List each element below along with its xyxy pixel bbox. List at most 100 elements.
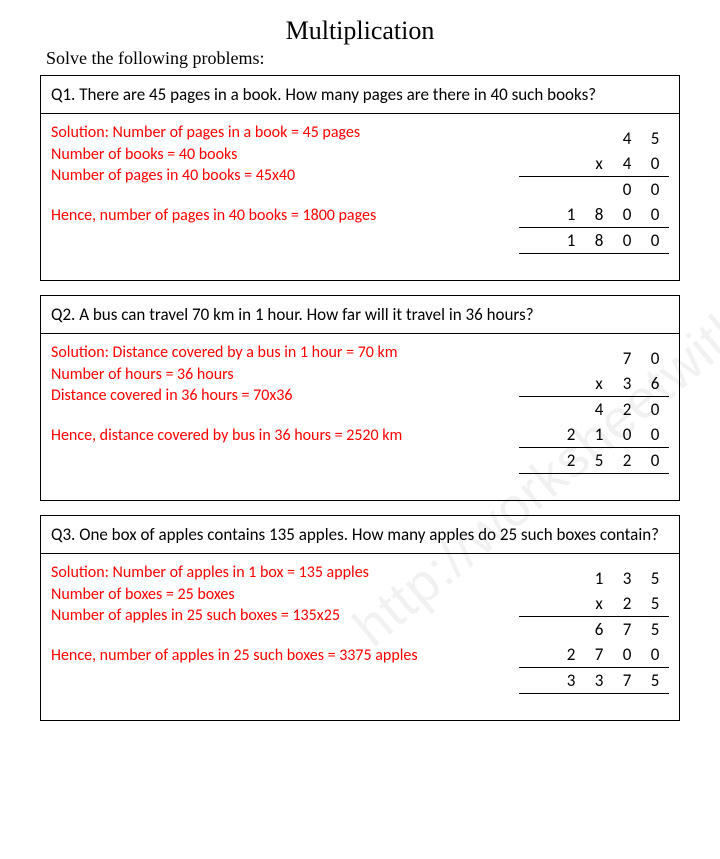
calc-cell: 3 (585, 668, 613, 693)
solution-area: Solution: Number of pages in a book = 45… (41, 114, 679, 280)
solution-line: Number of boxes = 25 boxes (51, 584, 519, 606)
calc-cell: 0 (613, 642, 641, 667)
calc-row: 70 (519, 346, 669, 371)
calc-cell: 7 (585, 642, 613, 667)
solution-gap (51, 187, 519, 205)
calc-cell: 8 (585, 228, 613, 253)
calc-cell: 2 (557, 448, 585, 473)
calc-cell: 1 (585, 422, 613, 447)
calc-cell: 6 (641, 371, 669, 396)
calc-cell: x (585, 151, 613, 176)
calc-cell: 0 (641, 448, 669, 473)
calc-row: 1800 (519, 228, 669, 254)
solution-line: Hence, distance covered by bus in 36 hou… (51, 425, 519, 447)
questions-container: Q1. There are 45 pages in a book. How ma… (40, 75, 680, 721)
solution-line: Distance covered in 36 hours = 70x36 (51, 385, 519, 407)
calc-row: 00 (519, 177, 669, 202)
calc-cell: 7 (613, 617, 641, 642)
calc-cell: 0 (641, 151, 669, 176)
calc-cell (557, 346, 585, 371)
calc-cell: 5 (641, 126, 669, 151)
question-text: Q1. There are 45 pages in a book. How ma… (41, 76, 679, 114)
calc-cell: 4 (585, 397, 613, 422)
calc-cell (585, 177, 613, 202)
calc-cell: 1 (557, 202, 585, 227)
page-subtitle: Solve the following problems: (46, 48, 680, 69)
calc-cell: 0 (641, 228, 669, 253)
calc-cell: 2 (613, 397, 641, 422)
calc-cell: 5 (641, 566, 669, 591)
question-text: Q3. One box of apples contains 135 apple… (41, 516, 679, 554)
solution-text: Solution: Number of pages in a book = 45… (51, 122, 519, 254)
calc-cell: 4 (613, 151, 641, 176)
calc-cell (557, 177, 585, 202)
calc-cell: 0 (613, 422, 641, 447)
calc-cell: 1 (557, 228, 585, 253)
calculation-block: 70x3642021002520 (519, 342, 669, 474)
calc-cell (557, 397, 585, 422)
calc-row: 420 (519, 397, 669, 422)
calc-row: 45 (519, 126, 669, 151)
calc-cell: 2 (557, 642, 585, 667)
calc-cell: 2 (613, 591, 641, 616)
calc-cell: x (585, 591, 613, 616)
calc-cell: 3 (613, 371, 641, 396)
calc-cell: 5 (641, 668, 669, 693)
solution-line: Hence, number of pages in 40 books = 180… (51, 205, 519, 227)
solution-text: Solution: Distance covered by a bus in 1… (51, 342, 519, 474)
calc-cell: 0 (641, 642, 669, 667)
calc-cell: 6 (585, 617, 613, 642)
calc-cell: 5 (641, 591, 669, 616)
calc-cell (557, 371, 585, 396)
calc-cell (557, 126, 585, 151)
calc-row: x36 (519, 371, 669, 397)
calc-cell (557, 617, 585, 642)
calc-cell (557, 591, 585, 616)
calculation-block: 45x400018001800 (519, 122, 669, 254)
calc-cell: 3 (557, 668, 585, 693)
solution-line: Solution: Number of apples in 1 box = 13… (51, 562, 519, 584)
solution-area: Solution: Number of apples in 1 box = 13… (41, 554, 679, 720)
calc-row: 2700 (519, 642, 669, 668)
calc-cell: 2 (557, 422, 585, 447)
question-box: Q1. There are 45 pages in a book. How ma… (40, 75, 680, 281)
calc-row: x40 (519, 151, 669, 177)
solution-text: Solution: Number of apples in 1 box = 13… (51, 562, 519, 694)
solution-line: Number of books = 40 books (51, 144, 519, 166)
solution-gap (51, 407, 519, 425)
calc-cell (585, 126, 613, 151)
calc-cell: 5 (585, 448, 613, 473)
calc-cell: 0 (641, 202, 669, 227)
calc-cell: 3 (613, 566, 641, 591)
calc-cell: 0 (613, 202, 641, 227)
question-box: Q2. A bus can travel 70 km in 1 hour. Ho… (40, 295, 680, 501)
calc-row: x25 (519, 591, 669, 617)
solution-line: Number of apples in 25 such boxes = 135x… (51, 605, 519, 627)
worksheet-page: http://worksheetwithfun.com Multiplicati… (0, 0, 720, 765)
calc-cell: 0 (641, 346, 669, 371)
solution-area: Solution: Distance covered by a bus in 1… (41, 334, 679, 500)
calc-cell: 7 (613, 668, 641, 693)
solution-gap (51, 627, 519, 645)
calc-cell: 0 (641, 397, 669, 422)
calc-cell: 0 (613, 177, 641, 202)
calc-cell: 2 (613, 448, 641, 473)
question-text: Q2. A bus can travel 70 km in 1 hour. Ho… (41, 296, 679, 334)
solution-line: Number of pages in 40 books = 45x40 (51, 165, 519, 187)
solution-line: Hence, number of apples in 25 such boxes… (51, 645, 519, 667)
solution-line: Number of hours = 36 hours (51, 364, 519, 386)
calc-cell: 0 (641, 177, 669, 202)
calc-row: 675 (519, 617, 669, 642)
calculation-block: 135x2567527003375 (519, 562, 669, 694)
calc-cell: 5 (641, 617, 669, 642)
calc-cell: 0 (613, 228, 641, 253)
solution-line: Solution: Number of pages in a book = 45… (51, 122, 519, 144)
calc-cell: x (585, 371, 613, 396)
calc-row: 3375 (519, 668, 669, 694)
calc-cell: 8 (585, 202, 613, 227)
calc-row: 135 (519, 566, 669, 591)
calc-cell (557, 566, 585, 591)
calc-row: 1800 (519, 202, 669, 228)
calc-cell: 0 (641, 422, 669, 447)
calc-row: 2520 (519, 448, 669, 474)
